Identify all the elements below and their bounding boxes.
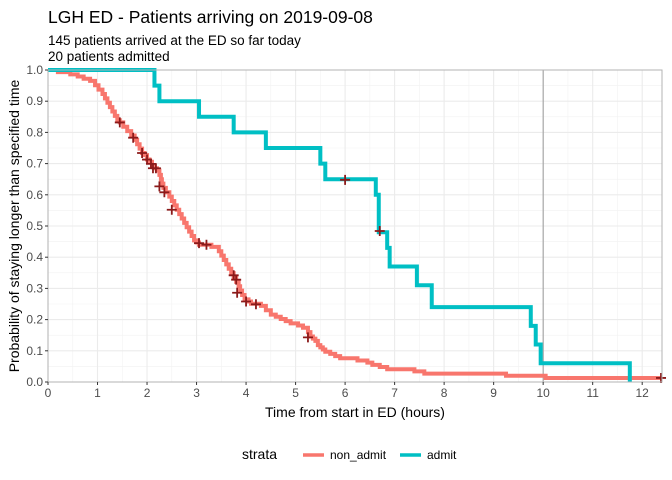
legend-label-non-admit: non_admit	[330, 448, 387, 462]
chart-title: LGH ED - Patients arriving on 2019-09-08	[48, 7, 373, 27]
x-tick-label: 0	[45, 386, 52, 400]
censor-mark	[137, 147, 148, 158]
y-tick-label: 0.1	[26, 344, 43, 358]
x-tick-label: 9	[490, 386, 497, 400]
y-tick-label: 0.9	[26, 94, 43, 108]
censor-mark	[231, 274, 242, 285]
censor-mark	[128, 132, 139, 143]
y-tick-label: 0.0	[26, 375, 43, 389]
censor-mark	[150, 163, 161, 174]
censor-mark	[340, 174, 351, 185]
censor-mark	[374, 225, 385, 236]
y-axis-title: Probability of staying longer than speci…	[6, 79, 22, 372]
y-tick-label: 0.8	[26, 125, 43, 139]
chart-subtitle-line-1: 145 patients arrived at the ED so far to…	[48, 33, 301, 48]
series-line-admit	[48, 68, 632, 382]
x-tick-label: 5	[292, 386, 299, 400]
x-tick-label: 2	[144, 386, 151, 400]
y-tick-label: 0.2	[26, 313, 43, 327]
x-tick-label: 12	[636, 386, 650, 400]
x-tick-label: 10	[536, 386, 550, 400]
censor-mark	[250, 299, 261, 310]
y-tick-label: 0.6	[26, 188, 43, 202]
censor-mark	[159, 187, 170, 198]
x-tick-label: 6	[342, 386, 349, 400]
censor-mark	[166, 204, 177, 215]
censor-mark	[241, 296, 252, 307]
y-tick-label: 0.4	[26, 250, 43, 264]
censor-marks	[114, 117, 667, 383]
censor-mark	[194, 238, 205, 249]
censor-mark	[201, 239, 212, 250]
x-tick-label: 4	[243, 386, 250, 400]
y-tick-label: 0.7	[26, 157, 43, 171]
x-axis-ticks: 0 1 2 3 4 5 6 7 8 9 10 11 12	[45, 382, 650, 400]
x-tick-label: 8	[441, 386, 448, 400]
y-axis-ticks: 0.0 0.1 0.2 0.3 0.4 0.5 0.6 0.7 0.8 0.9 1.0	[26, 63, 48, 389]
x-tick-label: 3	[193, 386, 200, 400]
censor-mark	[154, 181, 165, 192]
censor-mark	[656, 372, 667, 383]
x-tick-label: 1	[94, 386, 101, 400]
x-tick-label: 11	[586, 386, 599, 400]
censor-mark	[232, 287, 243, 298]
censor-mark	[145, 158, 156, 169]
legend-label-admit: admit	[427, 448, 457, 462]
legend: strata non_admit admit	[242, 446, 457, 462]
chart-subtitle-line-2: 20 patients admitted	[48, 49, 170, 64]
y-tick-label: 0.5	[26, 219, 43, 233]
x-tick-label: 7	[391, 386, 398, 400]
censor-mark	[114, 117, 125, 128]
legend-title: strata	[242, 446, 277, 462]
y-tick-label: 0.3	[26, 281, 43, 295]
x-axis-title: Time from start in ED (hours)	[265, 404, 445, 420]
y-tick-label: 1.0	[26, 63, 43, 77]
censor-mark	[302, 332, 313, 343]
